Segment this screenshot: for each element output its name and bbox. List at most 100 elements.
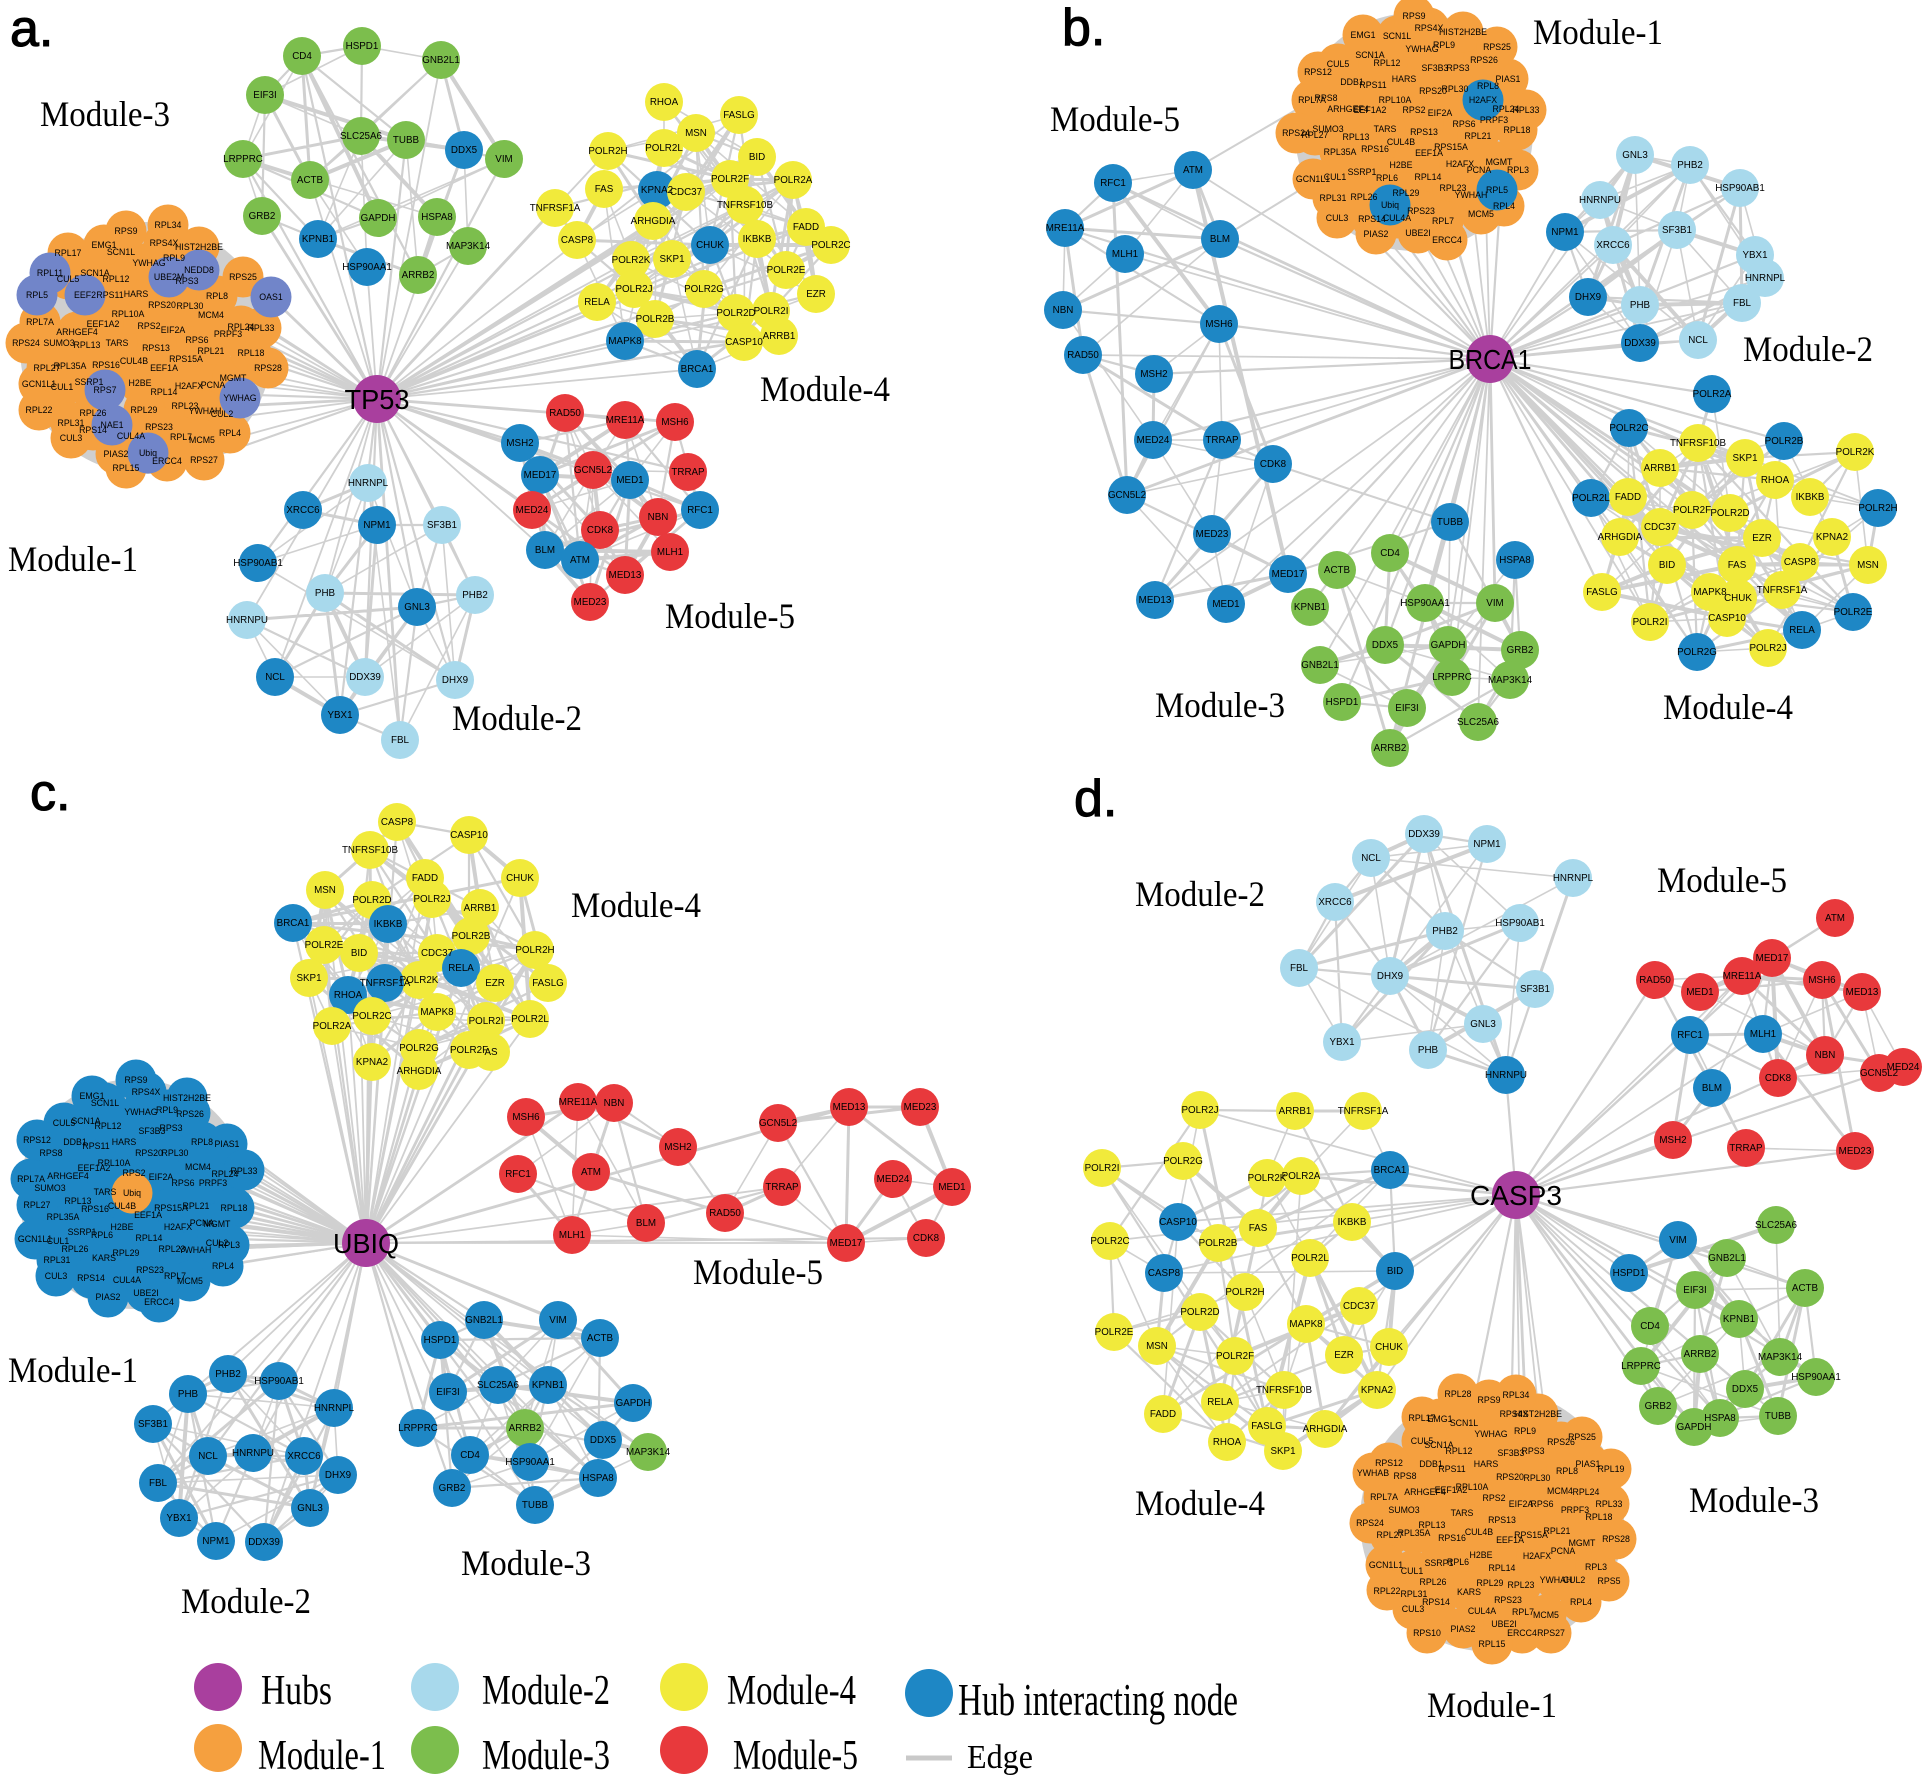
svg-text:RPL30: RPL30 xyxy=(1442,84,1469,94)
svg-text:CHUK: CHUK xyxy=(696,240,724,251)
svg-text:RPS24: RPS24 xyxy=(1282,128,1310,138)
svg-text:CUL1: CUL1 xyxy=(51,382,74,392)
svg-text:HIST2H2BE: HIST2H2BE xyxy=(175,242,223,252)
svg-text:FADD: FADD xyxy=(1615,492,1641,503)
svg-text:CUL4B: CUL4B xyxy=(1387,137,1415,147)
svg-text:RPL17: RPL17 xyxy=(1409,1413,1436,1423)
svg-text:TNFRSF10B: TNFRSF10B xyxy=(717,200,774,211)
svg-text:RPL5: RPL5 xyxy=(1486,185,1508,195)
svg-text:RPS2: RPS2 xyxy=(1483,1493,1506,1503)
svg-text:KARS: KARS xyxy=(1457,1587,1481,1597)
svg-text:HARS: HARS xyxy=(1392,74,1417,84)
svg-text:RPL9: RPL9 xyxy=(1433,40,1455,50)
svg-text:POLR2C: POLR2C xyxy=(811,240,850,251)
svg-text:Module-3: Module-3 xyxy=(482,1733,610,1775)
svg-text:RPS4X: RPS4X xyxy=(1415,23,1444,33)
svg-text:DHX9: DHX9 xyxy=(1575,292,1601,303)
svg-text:RPL33: RPL33 xyxy=(231,1166,258,1176)
svg-text:KPNB1: KPNB1 xyxy=(1723,1314,1755,1325)
svg-text:EIF2A: EIF2A xyxy=(1509,1499,1534,1509)
svg-text:Module-1: Module-1 xyxy=(1533,12,1663,52)
svg-text:RPL22: RPL22 xyxy=(1374,1586,1401,1596)
svg-text:KPNA2: KPNA2 xyxy=(641,185,673,196)
svg-text:FASLG: FASLG xyxy=(532,978,564,989)
svg-text:RAD50: RAD50 xyxy=(709,1208,741,1219)
svg-text:EIF3I: EIF3I xyxy=(253,90,276,101)
svg-text:RPL13: RPL13 xyxy=(1419,1520,1446,1530)
svg-text:HSP90AB1: HSP90AB1 xyxy=(233,558,283,569)
svg-text:DDB1: DDB1 xyxy=(63,1137,87,1147)
svg-text:CUL2: CUL2 xyxy=(211,409,234,419)
svg-text:c.: c. xyxy=(30,764,70,822)
svg-text:XRCC6: XRCC6 xyxy=(1318,897,1352,908)
svg-text:RPS3: RPS3 xyxy=(160,1123,183,1133)
svg-text:BRCA1: BRCA1 xyxy=(1449,344,1532,375)
svg-text:RPS13: RPS13 xyxy=(1488,1515,1516,1525)
svg-text:KPNB1: KPNB1 xyxy=(532,1380,564,1391)
svg-text:Ubiq: Ubiq xyxy=(139,448,157,458)
svg-text:GCN5L2: GCN5L2 xyxy=(759,1118,797,1129)
svg-text:PHB2: PHB2 xyxy=(1677,160,1703,171)
svg-text:MAPK8: MAPK8 xyxy=(1693,587,1727,598)
svg-text:HSPA8: HSPA8 xyxy=(1704,1413,1736,1424)
svg-text:BID: BID xyxy=(1387,1266,1403,1277)
svg-text:MCM5: MCM5 xyxy=(1468,209,1494,219)
svg-text:b.: b. xyxy=(1062,0,1105,57)
svg-text:RPS20: RPS20 xyxy=(1419,86,1447,96)
svg-text:RPS6: RPS6 xyxy=(172,1178,195,1188)
svg-text:EMG1: EMG1 xyxy=(92,240,117,250)
svg-text:SKP1: SKP1 xyxy=(296,973,321,984)
svg-text:NCL: NCL xyxy=(265,672,285,683)
svg-text:RPL8: RPL8 xyxy=(206,291,228,301)
svg-text:SKP1: SKP1 xyxy=(1270,1446,1295,1457)
svg-text:H2BE: H2BE xyxy=(1390,160,1413,170)
svg-text:SSRP1: SSRP1 xyxy=(1348,167,1377,177)
svg-text:CASP10: CASP10 xyxy=(1708,613,1746,624)
svg-text:CUL2: CUL2 xyxy=(1563,1575,1586,1585)
svg-text:EEF1A2: EEF1A2 xyxy=(1435,1485,1468,1495)
svg-text:SUMO3: SUMO3 xyxy=(1388,1505,1419,1515)
svg-text:RPL35A: RPL35A xyxy=(47,1212,80,1222)
svg-text:YWHAB: YWHAB xyxy=(1357,1468,1389,1478)
svg-text:RPS9: RPS9 xyxy=(1403,11,1426,21)
svg-text:ARHGDIA: ARHGDIA xyxy=(1303,1424,1348,1435)
svg-text:PHB: PHB xyxy=(315,588,336,599)
svg-text:ATM: ATM xyxy=(570,555,590,566)
svg-text:TRRAP: TRRAP xyxy=(1205,435,1239,446)
svg-text:HARS: HARS xyxy=(124,289,149,299)
svg-text:POLR2B: POLR2B xyxy=(636,314,675,325)
svg-text:EEF1A2: EEF1A2 xyxy=(87,319,120,329)
svg-text:HSP90AA1: HSP90AA1 xyxy=(505,1457,555,1468)
svg-text:RPL12: RPL12 xyxy=(1446,1446,1473,1456)
svg-text:NAE1: NAE1 xyxy=(101,420,124,430)
svg-text:RPS2: RPS2 xyxy=(138,321,161,331)
svg-text:RPS5: RPS5 xyxy=(1598,1576,1621,1586)
svg-text:MED1: MED1 xyxy=(1212,599,1239,610)
svg-text:MAP3K14: MAP3K14 xyxy=(626,1447,671,1458)
svg-text:ARHGEF4: ARHGEF4 xyxy=(47,1171,89,1181)
svg-text:FASLG: FASLG xyxy=(1251,1421,1283,1432)
svg-text:TUBB: TUBB xyxy=(393,135,420,146)
svg-text:VIM: VIM xyxy=(495,154,512,165)
svg-text:POLR2H: POLR2H xyxy=(1858,503,1897,514)
svg-text:CUL4A: CUL4A xyxy=(113,1275,141,1285)
svg-text:TARS: TARS xyxy=(1374,124,1397,134)
svg-text:MED24: MED24 xyxy=(877,1174,910,1185)
svg-text:PRPF3: PRPF3 xyxy=(1561,1505,1589,1515)
svg-text:RPL24: RPL24 xyxy=(228,322,255,332)
svg-text:IKBKB: IKBKB xyxy=(374,919,403,930)
svg-text:GRB2: GRB2 xyxy=(439,1483,466,1494)
svg-text:NEDD8: NEDD8 xyxy=(184,265,214,275)
svg-text:Module-4: Module-4 xyxy=(1135,1483,1265,1523)
svg-text:CDK8: CDK8 xyxy=(1260,459,1287,470)
svg-text:SSRP1: SSRP1 xyxy=(68,1227,97,1237)
svg-text:RPL7A: RPL7A xyxy=(1298,95,1326,105)
svg-text:MRE11A: MRE11A xyxy=(1046,223,1085,234)
svg-text:NBN: NBN xyxy=(604,1098,625,1109)
svg-text:PIAS1: PIAS1 xyxy=(215,1139,240,1149)
svg-text:RHOA: RHOA xyxy=(1761,475,1790,486)
svg-text:RPS11: RPS11 xyxy=(82,1141,109,1151)
svg-text:FAS: FAS xyxy=(1728,560,1747,571)
svg-text:POLR2C: POLR2C xyxy=(352,1011,391,1022)
svg-text:MED13: MED13 xyxy=(1139,595,1172,606)
